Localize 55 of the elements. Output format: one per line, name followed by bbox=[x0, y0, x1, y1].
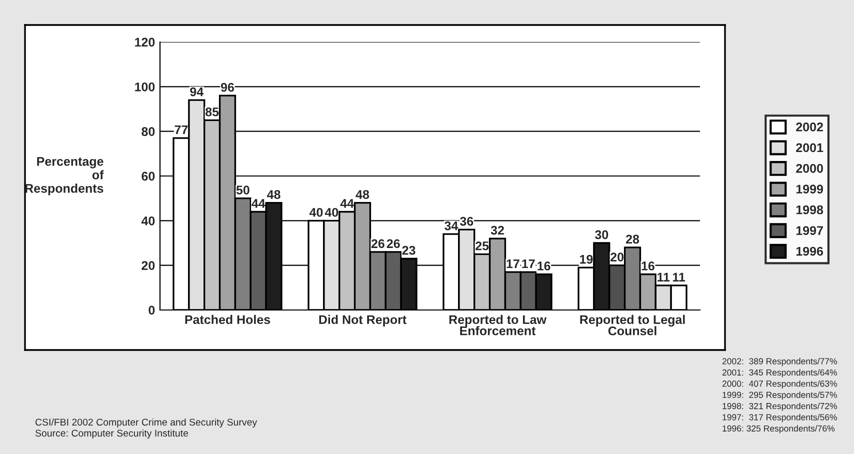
legend-label: 1996 bbox=[796, 246, 824, 256]
y-tick-label: 40 bbox=[141, 216, 155, 226]
legend-label: 2002 bbox=[796, 122, 823, 132]
data-label: 32 bbox=[490, 226, 504, 235]
x-tick-label: Did Not Report bbox=[319, 314, 406, 327]
text: 1997: 317 Respondents/56% bbox=[722, 414, 837, 422]
data-label: 26 bbox=[386, 239, 400, 248]
data-label: 40 bbox=[309, 208, 323, 217]
data-label: 40 bbox=[324, 208, 338, 217]
text: 1999: 295 Respondents/57% bbox=[722, 392, 837, 400]
data-label: 19 bbox=[580, 254, 593, 264]
legend-label: 1998 bbox=[796, 205, 824, 214]
data-label: 50 bbox=[236, 186, 250, 194]
y-tick-label: 20 bbox=[142, 261, 155, 270]
data-label: 44 bbox=[252, 199, 266, 208]
text: 1998: 321 Respondents/72% bbox=[722, 402, 837, 411]
x-tick-label: Reported to Legal Counsel bbox=[580, 314, 685, 336]
y-tick-label: 80 bbox=[142, 127, 155, 136]
source-note: Source: Computer Security Institute bbox=[35, 429, 188, 439]
data-label: 48 bbox=[267, 190, 280, 199]
text: CSI/FBI 2002 Computer Crime and Security Survey bbox=[35, 418, 258, 428]
x-tick-label: Patched Holes bbox=[185, 314, 270, 324]
legend-label: 2001 bbox=[796, 143, 824, 152]
data-label: 94 bbox=[190, 87, 204, 96]
data-label: 44 bbox=[340, 199, 354, 208]
data-label: 34 bbox=[444, 221, 458, 230]
data-label: 30 bbox=[594, 230, 608, 240]
data-label: 36 bbox=[460, 216, 474, 226]
y-tick-label: 0 bbox=[148, 306, 155, 315]
data-label: 28 bbox=[626, 234, 640, 244]
data-label: 23 bbox=[402, 246, 416, 255]
legend-label: 2000 bbox=[796, 164, 823, 173]
data-label: 85 bbox=[206, 107, 219, 116]
data-label: 16 bbox=[538, 262, 550, 270]
y-tick-label: 60 bbox=[142, 172, 155, 181]
data-label: 48 bbox=[356, 190, 370, 199]
x-tick-label: Reported to Law Enforcement bbox=[449, 314, 546, 336]
data-label: 17 bbox=[522, 259, 535, 268]
data-label: 11 bbox=[658, 272, 670, 282]
legend-label: 1997 bbox=[796, 226, 823, 235]
data-label: 77 bbox=[174, 125, 188, 134]
data-label: 11 bbox=[672, 272, 686, 282]
data-label: 26 bbox=[371, 239, 384, 248]
data-label: 16 bbox=[642, 262, 654, 270]
data-label: 25 bbox=[476, 241, 489, 250]
data-label: 20 bbox=[610, 252, 624, 262]
text: 2000: 407 Respondents/63% bbox=[722, 380, 837, 388]
text: 1996: 325 Respondents/76% bbox=[722, 425, 835, 434]
data-label: 17 bbox=[506, 259, 520, 268]
data-label: 96 bbox=[220, 82, 234, 92]
legend-label: 1999 bbox=[796, 184, 823, 194]
text: 2002: 389 Respondents/77% bbox=[722, 358, 837, 366]
text: 2001: 345 Respondents/64% bbox=[722, 369, 837, 378]
y-tick-label: 100 bbox=[135, 82, 155, 92]
y-tick-label: 120 bbox=[135, 38, 155, 47]
